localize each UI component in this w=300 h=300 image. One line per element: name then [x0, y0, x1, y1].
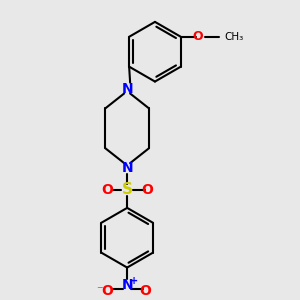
Text: O: O [139, 284, 151, 298]
Text: O: O [141, 183, 153, 197]
Text: ⁻: ⁻ [96, 284, 103, 297]
Text: N: N [121, 82, 133, 95]
Text: O: O [192, 30, 203, 43]
Text: O: O [101, 183, 113, 197]
Text: N: N [121, 161, 133, 175]
Text: N: N [121, 278, 133, 292]
Text: +: + [130, 277, 138, 286]
Text: CH₃: CH₃ [225, 32, 244, 42]
Text: O: O [101, 284, 113, 298]
Text: S: S [122, 182, 133, 197]
